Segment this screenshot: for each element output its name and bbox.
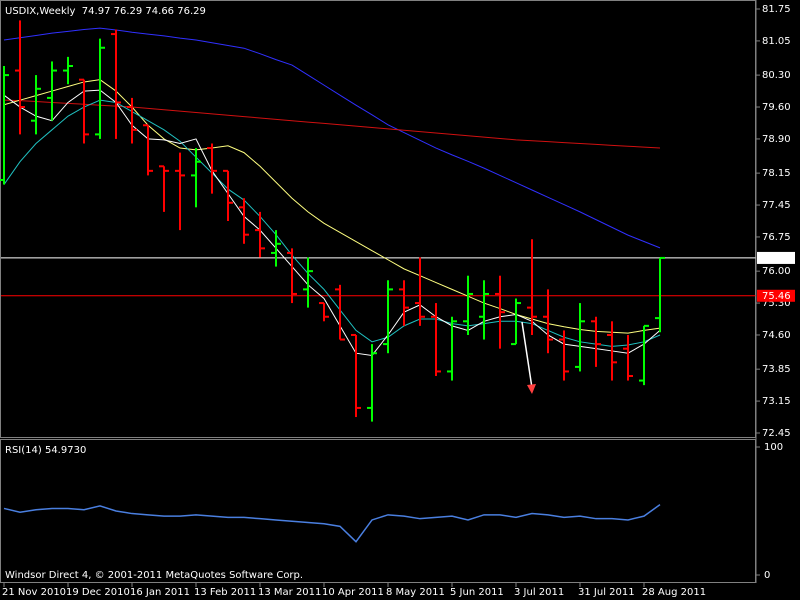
- y-tick-label: 78.15: [762, 168, 791, 179]
- y-tick-label: 81.75: [762, 4, 791, 15]
- y-tick-label: 74.60: [762, 330, 791, 341]
- level-box: [757, 289, 795, 302]
- x-tick-label: 19 Dec 2010: [66, 587, 130, 598]
- level-label: 75.46: [762, 291, 791, 302]
- x-tick-label: 13 Feb 2011: [194, 587, 256, 598]
- moving-average: [3, 99, 661, 347]
- moving-average: [3, 99, 661, 149]
- x-tick-label: 13 Mar 2011: [258, 587, 321, 598]
- y-tick-label: 75.30: [762, 298, 791, 309]
- x-tick-label: 3 Jul 2011: [514, 587, 564, 598]
- x-tick-label: 5 Jun 2011: [450, 587, 504, 598]
- footer: Windsor Direct 4, © 2001-2011 MetaQuotes…: [5, 570, 303, 581]
- x-tick-label: 21 Nov 2010: [2, 587, 66, 598]
- rsi-title: RSI(14) 54.9730: [5, 445, 86, 456]
- moving-average: [3, 79, 661, 334]
- y-tick-label: 80.30: [762, 70, 791, 81]
- y-tick-label: 79.60: [762, 102, 791, 113]
- x-tick-label: 16 Jan 2011: [130, 587, 190, 598]
- level-label: 76.29: [762, 253, 791, 264]
- chart-title: USDIX,Weekly 74.97 76.29 74.66 76.29: [5, 6, 206, 17]
- y-tick-label: 100: [764, 442, 783, 453]
- y-tick-label: 73.85: [762, 364, 791, 375]
- rsi-line: [3, 504, 661, 543]
- y-tick-label: 81.05: [762, 36, 791, 47]
- moving-average: [3, 89, 661, 357]
- y-tick-label: 72.45: [762, 428, 791, 439]
- x-tick-label: 8 May 2011: [386, 587, 445, 598]
- y-tick-label: 76.00: [762, 266, 791, 277]
- arrow-head: [527, 384, 536, 394]
- y-tick-label: 77.45: [762, 200, 791, 211]
- y-tick-label: 0: [764, 570, 770, 581]
- y-tick-label: 73.15: [762, 396, 791, 407]
- level-box: [757, 251, 795, 264]
- moving-average: [3, 27, 661, 249]
- y-tick-label: 78.90: [762, 134, 791, 145]
- x-tick-label: 31 Jul 2011: [578, 587, 635, 598]
- arrow: [521, 321, 533, 389]
- y-tick-label: 76.75: [762, 232, 791, 243]
- x-tick-label: 28 Aug 2011: [642, 587, 706, 598]
- x-tick-label: 10 Apr 2011: [322, 587, 384, 598]
